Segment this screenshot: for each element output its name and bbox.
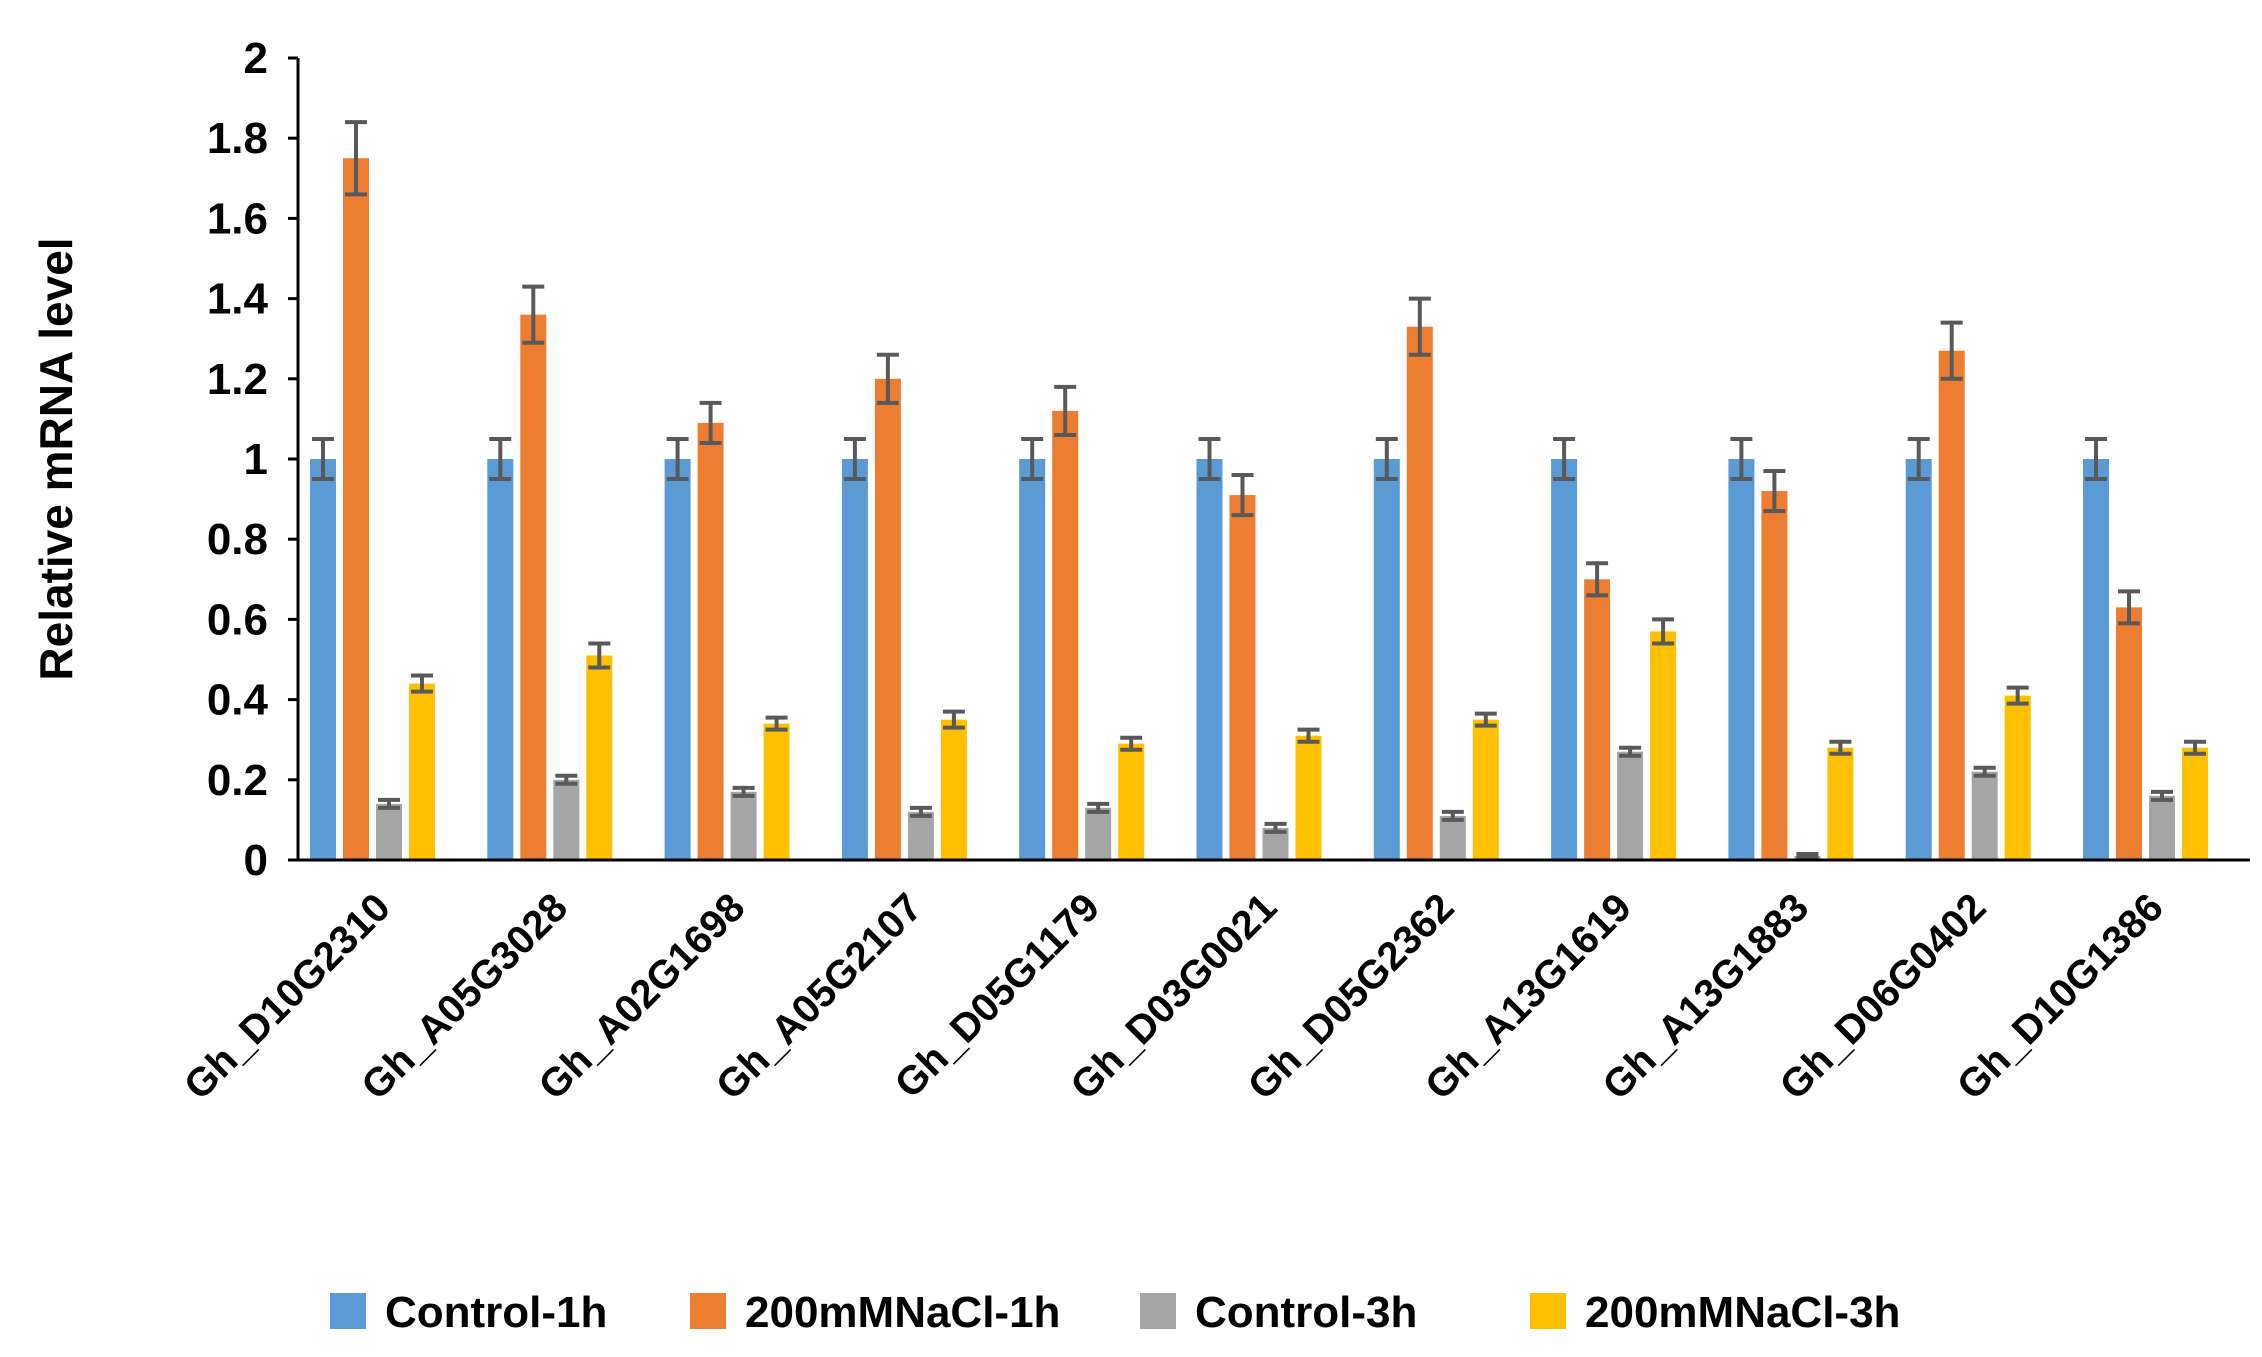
bar-control-1h-gh-d06g0402 bbox=[1905, 459, 1932, 860]
bar-control-3h-gh-a13g1619 bbox=[1617, 751, 1644, 860]
bar-200mmnacl-3h-gh-d10g2310 bbox=[409, 683, 435, 860]
bar-200mmnacl-3h-gh-a05g3028 bbox=[586, 655, 613, 860]
bar-200mmnacl-3h-gh-d03g0021 bbox=[1295, 735, 1322, 860]
legend-swatch-200mmnacl-1h bbox=[690, 1293, 726, 1329]
bar-control-1h-gh-d05g2362 bbox=[1373, 459, 1400, 860]
bar-control-1h-gh-a13g1619 bbox=[1551, 459, 1578, 860]
y-tick-label: 0.4 bbox=[207, 676, 269, 725]
bar-200mmnacl-1h-gh-a13g1883 bbox=[1761, 491, 1788, 860]
legend-label: Control-3h bbox=[1195, 1288, 1417, 1337]
legend-swatch-control-1h bbox=[330, 1293, 366, 1329]
y-tick-label: 1.6 bbox=[207, 194, 268, 243]
bar-200mmnacl-1h-gh-a02g1698 bbox=[697, 422, 724, 860]
legend-label: 200mMNaCl-1h bbox=[745, 1288, 1060, 1337]
bar-control-3h-gh-a05g3028 bbox=[553, 779, 580, 860]
legend-label: Control-1h bbox=[385, 1288, 607, 1337]
bar-control-3h-gh-a02g1698 bbox=[730, 791, 757, 860]
bar-control-3h-gh-d06g0402 bbox=[1971, 771, 1998, 860]
y-tick-label: 0.8 bbox=[207, 515, 268, 564]
legend-swatch-200mmnacl-3h bbox=[1530, 1293, 1566, 1329]
bar-200mmnacl-3h-gh-d05g1179 bbox=[1118, 743, 1145, 860]
bar-control-3h-gh-d10g1386 bbox=[2149, 795, 2175, 860]
bar-control-1h-gh-d05g1179 bbox=[1019, 459, 1046, 860]
x-axis-ticks: Gh_D10G2310Gh_A05G3028Gh_A02G1698Gh_A05G… bbox=[176, 885, 2172, 1108]
bar-200mmnacl-3h-gh-d05g2362 bbox=[1472, 719, 1499, 860]
bar-200mmnacl-1h-gh-a05g2107 bbox=[874, 378, 901, 860]
bar-control-1h-gh-a05g3028 bbox=[487, 459, 514, 860]
y-tick-label: 2 bbox=[244, 34, 268, 83]
bar-control-3h-gh-d05g1179 bbox=[1085, 807, 1112, 860]
bar-200mmnacl-3h-gh-a13g1619 bbox=[1650, 631, 1677, 860]
legend-swatch-control-3h bbox=[1140, 1293, 1176, 1329]
y-tick-label: 0 bbox=[244, 836, 268, 885]
y-tick-label: 1 bbox=[244, 435, 268, 484]
y-tick-label: 0.6 bbox=[207, 595, 268, 644]
bar-200mmnacl-1h-gh-d10g2310 bbox=[343, 158, 369, 860]
bar-control-1h-gh-a13g1883 bbox=[1728, 459, 1755, 860]
bar-control-1h-gh-d10g1386 bbox=[2083, 459, 2109, 860]
bar-200mmnacl-3h-gh-d10g1386 bbox=[2182, 747, 2208, 860]
bar-control-3h-gh-a05g2107 bbox=[907, 811, 934, 860]
legend: Control-1h 200mMNaCl-1h Control-3h 200mMNaC… bbox=[330, 1288, 1900, 1337]
bar-200mmnacl-1h-gh-d10g1386 bbox=[2116, 607, 2142, 860]
y-tick-label: 1.2 bbox=[207, 355, 268, 404]
bar-control-1h-gh-d03g0021 bbox=[1196, 459, 1223, 860]
y-axis-label: Relative mRNA level bbox=[30, 237, 82, 680]
bar-control-1h-gh-a02g1698 bbox=[664, 459, 691, 860]
bar-200mmnacl-1h-gh-a05g3028 bbox=[520, 314, 547, 860]
bar-200mmnacl-3h-gh-a02g1698 bbox=[763, 723, 790, 860]
bar-200mmnacl-1h-gh-d03g0021 bbox=[1229, 495, 1256, 860]
bar-control-3h-gh-d05g2362 bbox=[1439, 815, 1466, 860]
bar-200mmnacl-3h-gh-d06g0402 bbox=[2004, 695, 2031, 860]
bar-200mmnacl-1h-gh-d05g1179 bbox=[1052, 410, 1079, 860]
bars-layer bbox=[310, 158, 2208, 860]
y-axis-ticks: 0 0.2 0.4 0.6 0.8 1 1.2 1.4 1.6 1.8 2 bbox=[207, 34, 298, 885]
bar-200mmnacl-3h-gh-a13g1883 bbox=[1827, 747, 1854, 860]
bar-control-1h-gh-a05g2107 bbox=[841, 459, 868, 860]
bar-200mmnacl-1h-gh-d06g0402 bbox=[1938, 350, 1965, 860]
y-tick-label: 1.8 bbox=[207, 114, 268, 163]
bar-control-3h-gh-d10g2310 bbox=[376, 803, 402, 860]
bar-200mmnacl-3h-gh-a05g2107 bbox=[940, 719, 967, 860]
legend-label: 200mMNaCl-3h bbox=[1585, 1288, 1900, 1337]
error-bars-layer bbox=[312, 120, 2206, 860]
y-tick-label: 0.2 bbox=[207, 756, 268, 805]
y-tick-label: 1.4 bbox=[207, 275, 269, 324]
bar-200mmnacl-1h-gh-a13g1619 bbox=[1584, 579, 1611, 860]
bar-control-1h-gh-d10g2310 bbox=[310, 459, 336, 860]
bar-200mmnacl-1h-gh-d05g2362 bbox=[1406, 326, 1433, 860]
